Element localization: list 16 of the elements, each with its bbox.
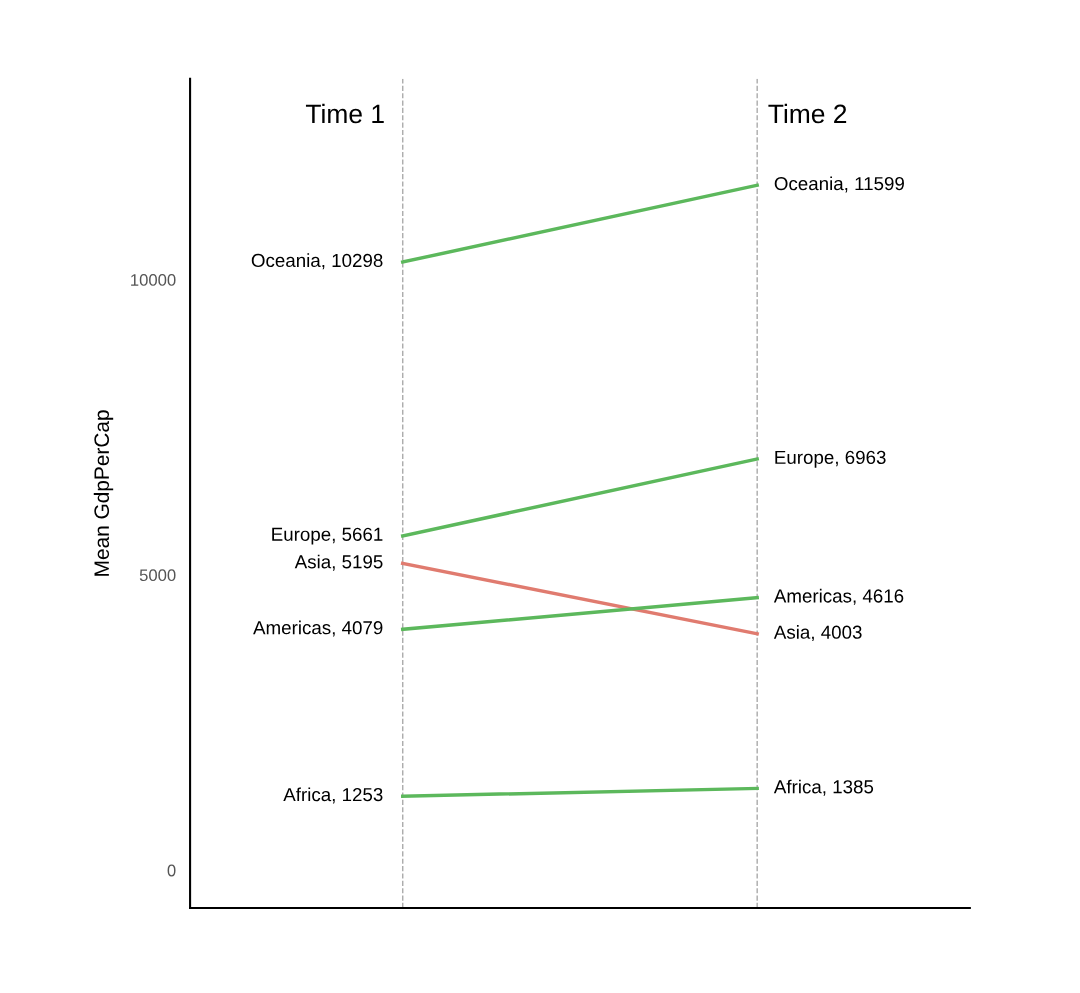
ref-line-label: Time 1 bbox=[305, 103, 384, 124]
data-label: Asia, 4003 bbox=[773, 625, 862, 642]
data-label: Europe, 6963 bbox=[775, 450, 886, 468]
y-tick-label: 5000 bbox=[139, 569, 176, 582]
data-label: Asia, 5195 bbox=[294, 554, 383, 571]
data-label: Americas, 4079 bbox=[253, 620, 383, 637]
data-label: Europe, 5661 bbox=[272, 527, 383, 545]
data-label: Oceania, 11599 bbox=[774, 176, 904, 193]
data-label: Africa, 1385 bbox=[773, 779, 874, 796]
data-label: Africa, 1253 bbox=[283, 787, 383, 804]
y-axis-title: Mean GdpPerCap bbox=[93, 410, 114, 576]
y-tick-label: 10000 bbox=[131, 274, 176, 286]
data-label: Americas, 4616 bbox=[773, 588, 904, 605]
y-tick-label: 0 bbox=[167, 864, 176, 877]
data-label: Oceania, 10298 bbox=[251, 253, 383, 270]
ref-line-label: Time 2 bbox=[768, 103, 847, 124]
